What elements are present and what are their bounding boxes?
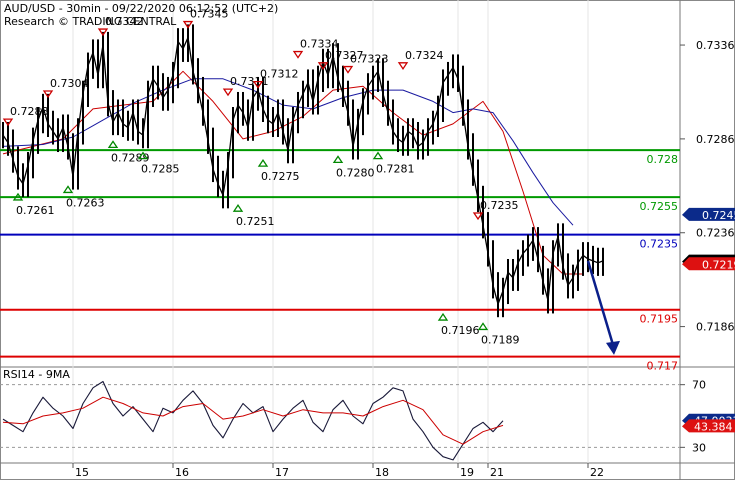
- y-tick-label: 0.7186: [696, 321, 735, 334]
- x-tick-label: 15: [75, 466, 89, 479]
- pivot-high-label: 0.7327: [325, 49, 364, 62]
- pivot-high-label: 0.7235: [480, 199, 519, 212]
- pivot-low-marker: [437, 312, 449, 321]
- y-tick-label: 0.7236: [696, 227, 735, 240]
- level-label: 0.717: [647, 360, 679, 373]
- x-tick-label: 16: [175, 466, 189, 479]
- pivot-low-marker: [372, 151, 384, 160]
- rsi-value-tag-label: 43.384: [694, 420, 733, 433]
- level-label: 0.7235: [640, 238, 679, 251]
- price-line: [2, 36, 604, 305]
- pivot-low-label: 0.7261: [16, 204, 55, 217]
- x-tick-label: 18: [375, 466, 389, 479]
- rsi-ma-line: [2, 396, 504, 445]
- price-bars: [2, 24, 604, 318]
- pivot-low-label: 0.7189: [481, 333, 520, 346]
- pivot-low-label: 0.7280: [336, 166, 375, 179]
- level-label: 0.7255: [640, 200, 679, 213]
- pivot-high-label: 0.7345: [190, 8, 229, 21]
- x-tick-label: 17: [275, 466, 289, 479]
- pivot-low-marker: [62, 185, 74, 194]
- chart-title: AUD/USD - 30min - 09/22/2020 06:12:52 (U…: [4, 2, 279, 15]
- pivot-low-marker: [332, 155, 344, 164]
- pivot-high-marker: [397, 62, 409, 71]
- pivot-high-marker: [2, 118, 14, 127]
- rsi-tick-label: 70: [692, 379, 706, 392]
- pivot-high-marker: [252, 80, 264, 89]
- pivot-high-label: 0.7311: [230, 75, 269, 88]
- pivot-low-label: 0.7281: [376, 163, 415, 176]
- pivot-low-marker: [232, 204, 244, 212]
- pivot-low-marker: [137, 151, 149, 160]
- price-tag: [682, 207, 735, 221]
- pivot-low-marker: [107, 140, 119, 149]
- rsi-title: RSI14 - 9MA: [3, 368, 70, 381]
- x-tick-label: 22: [590, 466, 604, 479]
- pivot-high-marker: [42, 90, 54, 99]
- pivot-low-label: 0.7285: [141, 163, 180, 176]
- forecast-arrow-head: [606, 340, 620, 355]
- pivot-high-marker: [222, 88, 234, 97]
- y-tick-label: 0.7286: [696, 133, 735, 146]
- pivot-high-marker: [317, 62, 329, 71]
- y-tick-label: 0.7336: [696, 39, 735, 52]
- price-tag: [682, 257, 735, 271]
- pivot-high-label: 0.7312: [260, 68, 299, 81]
- x-tick-label: 19: [460, 466, 474, 479]
- pivot-high-label: 0.7334: [300, 38, 339, 51]
- pivot-high-marker: [342, 65, 354, 74]
- pivot-high-marker: [182, 20, 194, 29]
- rsi-value-tag: [682, 419, 735, 433]
- price-tag-label: 0.72455: [702, 209, 735, 222]
- pivot-low-label: 0.7251: [236, 215, 275, 228]
- level-label: 0.728: [647, 153, 679, 166]
- pivot-high-label: 0.7324: [405, 49, 444, 62]
- pivot-low-marker: [477, 322, 489, 331]
- x-tick-label: 21: [490, 466, 504, 479]
- pivot-low-marker: [257, 158, 269, 167]
- pivot-high-label: 0.7342: [105, 15, 144, 28]
- chart-subtitle: Research © TRADING CENTRAL: [4, 15, 177, 28]
- pivot-high-marker: [97, 28, 109, 37]
- level-label: 0.7195: [640, 313, 679, 326]
- pivot-low-label: 0.7196: [441, 324, 480, 337]
- pivot-high-label: 0.7323: [350, 53, 389, 66]
- pivot-high-marker: [472, 212, 484, 221]
- pivot-low-marker: [12, 192, 24, 201]
- pivot-high-marker: [292, 50, 304, 59]
- rsi-line: [2, 380, 504, 461]
- pivot-low-label: 0.7275: [261, 170, 300, 183]
- rsi-tick-label: 30: [692, 441, 706, 454]
- pivot-high-label: 0.7288: [10, 105, 49, 118]
- price-tag-label: 0.72192: [702, 258, 735, 271]
- forecast-arrow-line: [586, 260, 615, 346]
- pivot-high-label: 0.7304: [50, 77, 89, 90]
- pivot-low-label: 0.7289: [111, 151, 150, 164]
- pivot-low-label: 0.7263: [66, 196, 105, 209]
